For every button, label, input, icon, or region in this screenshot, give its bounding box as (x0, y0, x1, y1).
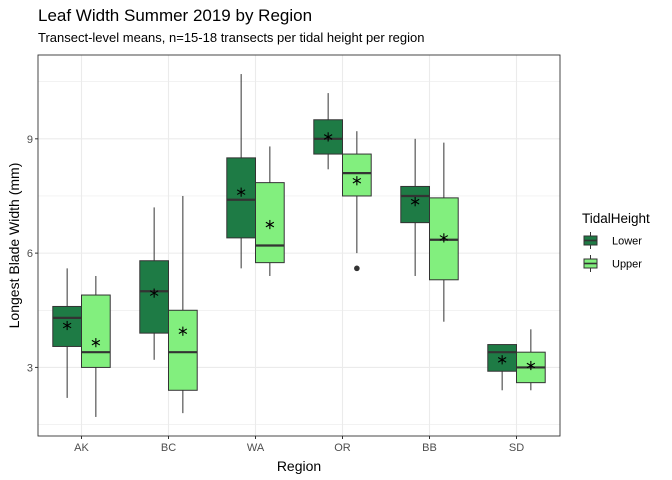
box-OR-Lower (313, 93, 344, 170)
box-BB-Lower (400, 138, 431, 276)
mean-marker-stroke (497, 357, 507, 363)
mean-marker-stroke (352, 177, 362, 184)
x-tick-label: BC (161, 442, 176, 454)
box-SD-Upper (516, 329, 546, 391)
legend: TidalHeight Lower Upper (582, 211, 650, 272)
legend-item-lower: Lower (583, 232, 642, 249)
x-tick-label: SD (509, 442, 524, 454)
chart-title: Leaf Width Summer 2019 by Region (38, 6, 312, 25)
box-body (81, 294, 111, 368)
mean-marker-stroke (526, 362, 536, 369)
box-SD-Lower (487, 344, 518, 391)
box-body (226, 157, 256, 239)
mean-marker (265, 219, 275, 230)
panel-border (37, 54, 561, 437)
mean-marker-stroke (91, 339, 101, 346)
chart-subtitle: Transect-level means, n=15-18 transects … (38, 30, 424, 45)
mean-marker (149, 288, 159, 298)
box-body (342, 153, 372, 197)
x-axis: AK BC WA OR BB SD (74, 436, 524, 454)
mean-marker (497, 355, 507, 365)
x-axis-title: Region (277, 458, 321, 474)
mean-marker (236, 187, 246, 197)
x-tick-label: BB (422, 442, 437, 454)
mean-marker-stroke (62, 322, 72, 329)
box-AK-Upper (81, 275, 111, 417)
box-BC-Lower (139, 207, 169, 360)
y-axis: 3 6 9 (27, 134, 38, 374)
mean-marker (178, 326, 188, 336)
mean-marker (62, 320, 72, 331)
mean-marker-stroke (236, 189, 246, 195)
plot-panel (38, 55, 560, 436)
x-tick-label: OR (334, 442, 351, 454)
box-BB-Upper (429, 142, 459, 322)
box-WA-Lower (226, 74, 256, 269)
box-OR-Upper (342, 131, 372, 272)
y-tick-label: 3 (27, 362, 33, 374)
x-tick-label: WA (247, 442, 265, 454)
box-WA-Upper (255, 146, 285, 276)
mean-marker-stroke (149, 290, 159, 296)
mean-marker-stroke (410, 198, 420, 205)
legend-label: Lower (612, 236, 642, 248)
box-AK-Lower (52, 268, 82, 398)
mean-marker (352, 176, 362, 186)
legend-label: Upper (612, 259, 642, 271)
mean-marker (91, 338, 101, 348)
box-series (52, 74, 546, 417)
y-axis-title: Longest Blade Width (mm) (6, 163, 22, 329)
y-tick-label: 9 (27, 134, 33, 146)
legend-item-upper: Upper (583, 255, 642, 272)
box-body (168, 309, 198, 391)
box-body (400, 185, 431, 224)
mean-marker (323, 132, 333, 142)
x-tick-label: AK (74, 442, 89, 454)
mean-marker (410, 197, 420, 207)
outlier-point (354, 265, 360, 272)
legend-title: TidalHeight (582, 211, 650, 226)
mean-marker-stroke (265, 221, 275, 228)
mean-marker (526, 360, 536, 371)
mean-marker-stroke (439, 235, 449, 241)
box-BC-Upper (168, 195, 198, 414)
mean-marker (439, 233, 449, 243)
mean-marker-stroke (323, 134, 333, 140)
mean-marker-stroke (178, 328, 188, 335)
y-tick-label: 6 (27, 248, 33, 260)
